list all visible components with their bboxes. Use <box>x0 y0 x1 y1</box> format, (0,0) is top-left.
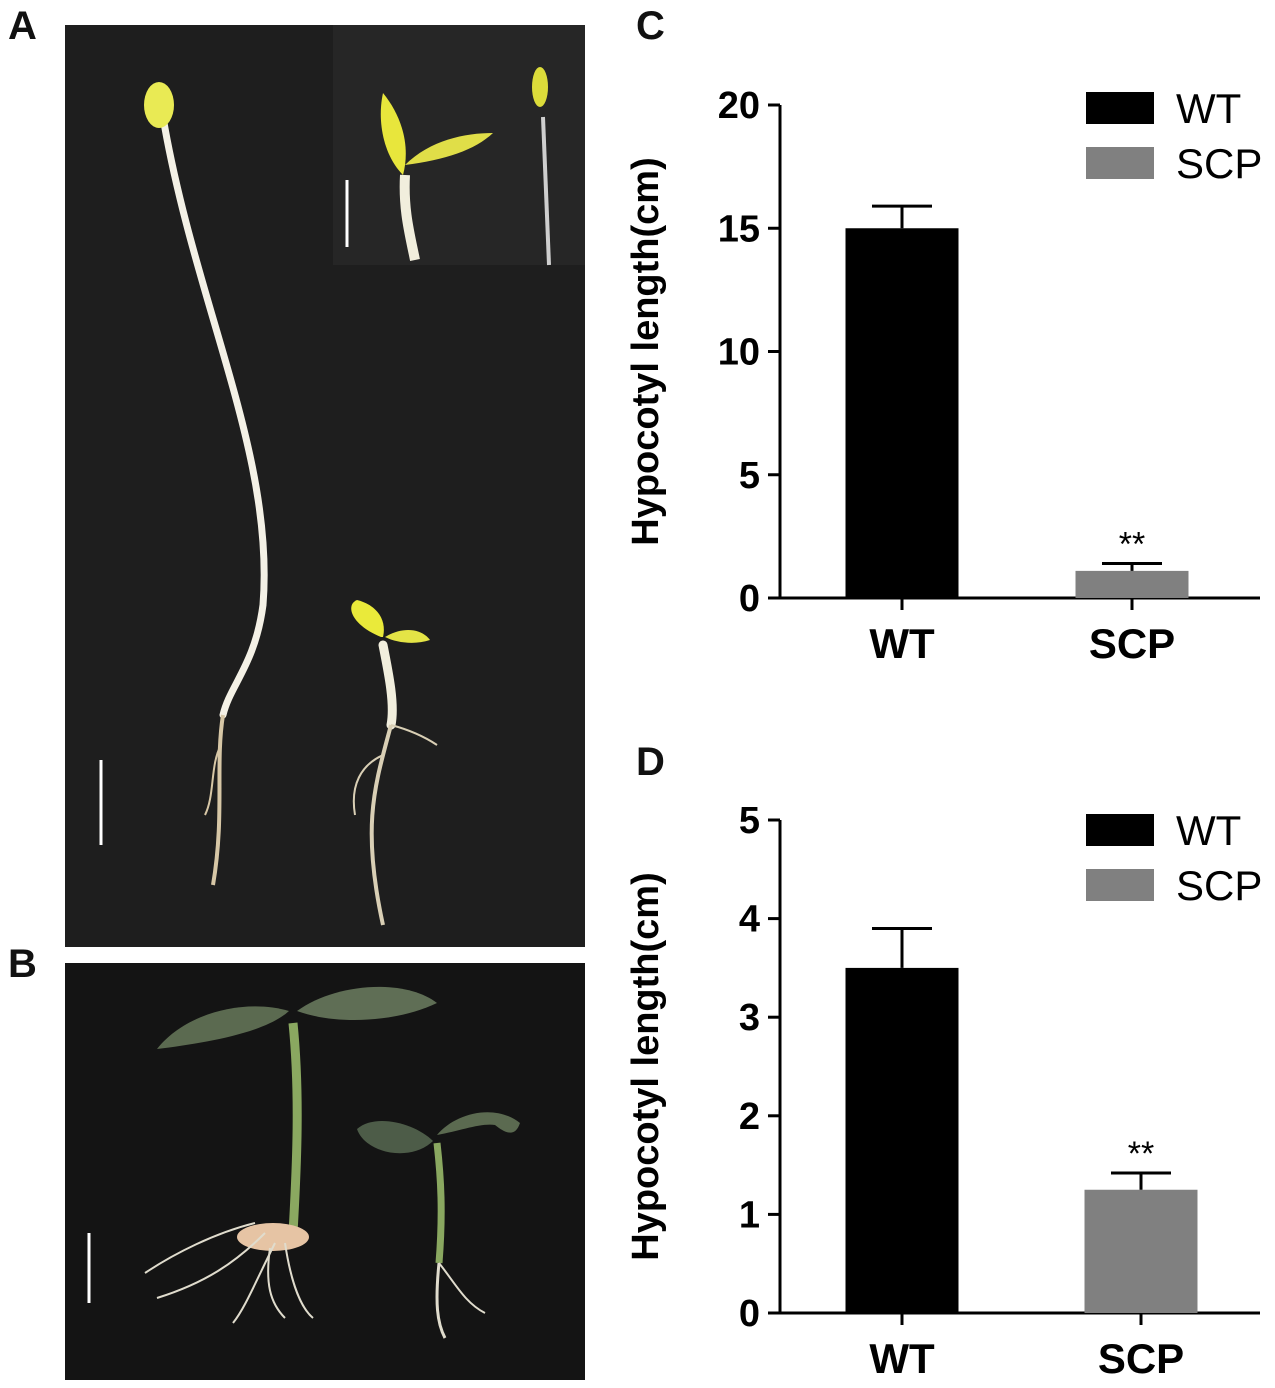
panel-label-c: C <box>636 4 665 48</box>
chart-c-svg: 0 5 10 15 20 Hypocotyl length(cm) WT SCP ** WT SCP <box>625 85 1262 667</box>
y-tick-label: 3 <box>739 997 760 1039</box>
significance-marker: ** <box>1128 1135 1154 1173</box>
photo-etiolated-seedlings <box>65 25 585 947</box>
chart-d-svg: 0 1 2 3 4 5 Hypocotyl length(cm) WT SCP ** WT SCP <box>625 800 1262 1382</box>
chart-d: 0 1 2 3 4 5 Hypocotyl length(cm) WT SCP ** WT SCP <box>620 730 1275 1388</box>
y-tick-label: 2 <box>739 1096 760 1138</box>
significance-marker: ** <box>1119 525 1145 563</box>
legend-swatch-wt <box>1086 92 1154 124</box>
panel-label-b: B <box>8 942 37 986</box>
legend-label-scp: SCP <box>1176 862 1262 909</box>
legend-label-wt: WT <box>1176 807 1241 854</box>
legend-swatch-scp <box>1086 147 1154 179</box>
y-axis-label: Hypocotyl length(cm) <box>625 157 667 545</box>
x-tick-label-scp: SCP <box>1098 1335 1184 1382</box>
legend-label-scp: SCP <box>1176 140 1262 187</box>
bar-scp <box>1084 1189 1198 1313</box>
y-tick-label: 5 <box>739 800 760 842</box>
bar-scp <box>1075 570 1189 598</box>
chart-c: 0 5 10 15 20 Hypocotyl length(cm) WT SCP ** WT SCP <box>620 0 1275 720</box>
legend-swatch-scp <box>1086 869 1154 901</box>
x-tick-label-wt: WT <box>869 1335 935 1382</box>
bar-wt <box>845 228 959 598</box>
y-axis-label: Hypocotyl length(cm) <box>625 872 667 1260</box>
bar-wt <box>845 967 959 1313</box>
y-tick-label: 20 <box>718 85 760 127</box>
x-tick-label-scp: SCP <box>1089 620 1175 667</box>
y-tick-label: 4 <box>739 899 760 941</box>
y-tick-label: 10 <box>718 332 760 374</box>
photo-light-grown-seedlings <box>65 963 585 1380</box>
panel-label-a: A <box>8 4 37 48</box>
legend-label-wt: WT <box>1176 85 1241 132</box>
y-tick-label: 0 <box>739 578 760 620</box>
x-tick-label-wt: WT <box>869 620 935 667</box>
legend-swatch-wt <box>1086 814 1154 846</box>
panel-label-d: D <box>636 740 665 784</box>
y-tick-label: 1 <box>739 1194 760 1236</box>
y-tick-label: 15 <box>718 208 760 250</box>
y-tick-label: 5 <box>739 455 760 497</box>
y-tick-label: 0 <box>739 1293 760 1335</box>
